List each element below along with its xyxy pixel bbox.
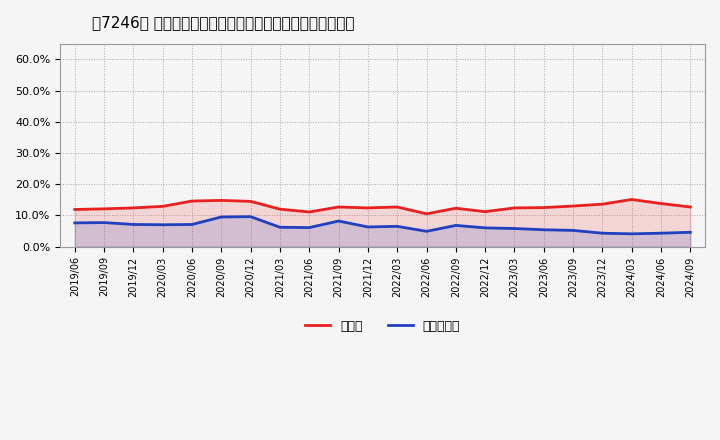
Text: ［7246］ 現預金、有利子負債の総資産に対する比率の推移: ［7246］ 現預金、有利子負債の総資産に対する比率の推移 bbox=[92, 15, 355, 30]
Legend: 現預金, 有利子負債: 現預金, 有利子負債 bbox=[300, 315, 465, 338]
